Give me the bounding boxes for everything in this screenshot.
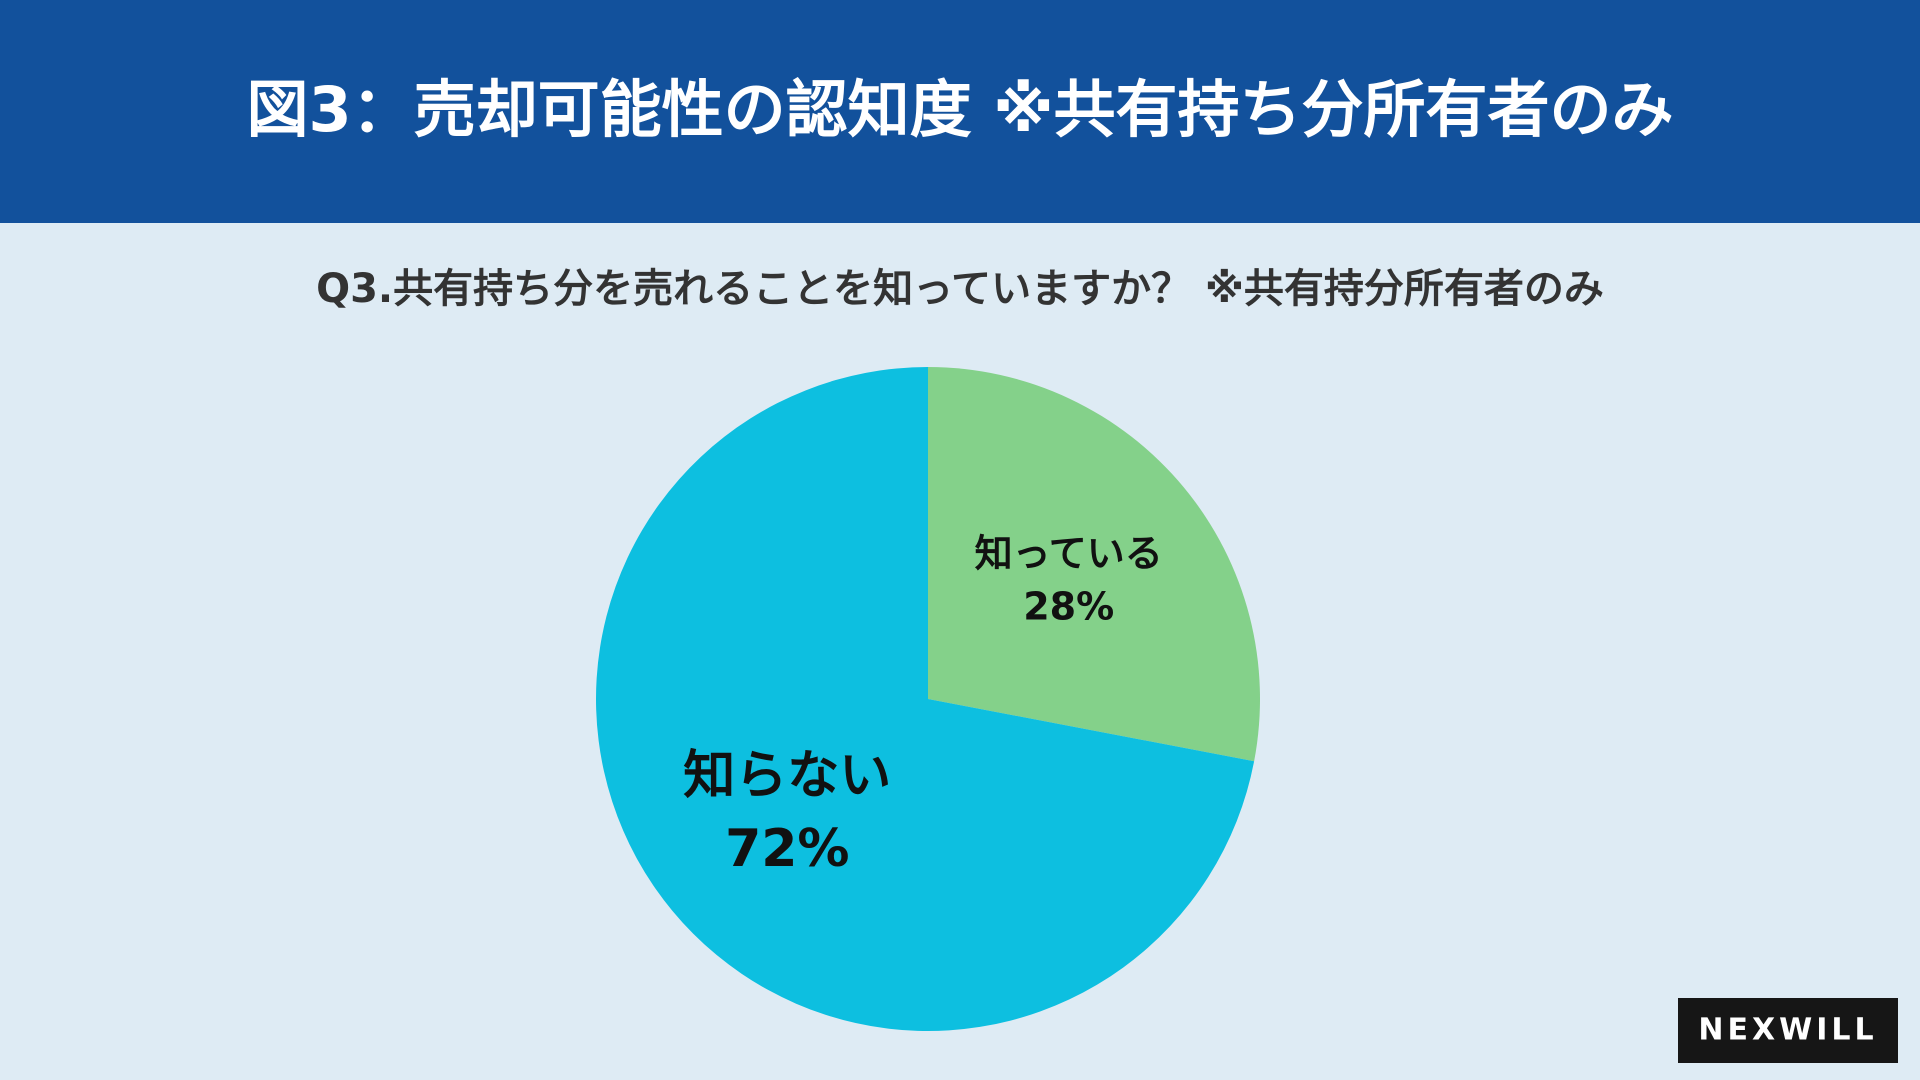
slice-value-label: 28% xyxy=(1023,585,1114,629)
pie-slice xyxy=(595,367,1255,1031)
chart-title: 図3：売却可能性の認知度 ※共有持ち分所有者のみ xyxy=(247,73,1674,146)
header-band xyxy=(0,0,1920,223)
logo-box xyxy=(1678,998,1898,1063)
chart-subtitle: Q3.共有持ち分を売れることを知っていますか？ ※共有持分所有者のみ xyxy=(316,266,1604,312)
logo: NEXWILL xyxy=(1698,1013,1877,1048)
slice-value-label: 72% xyxy=(725,819,849,879)
pie-slice xyxy=(928,366,1261,762)
pie: 知っている 28% 知らない 72% xyxy=(595,366,1261,1031)
slice-category-label: 知っている xyxy=(975,532,1163,576)
slice-category-label: 知らない xyxy=(683,746,891,806)
